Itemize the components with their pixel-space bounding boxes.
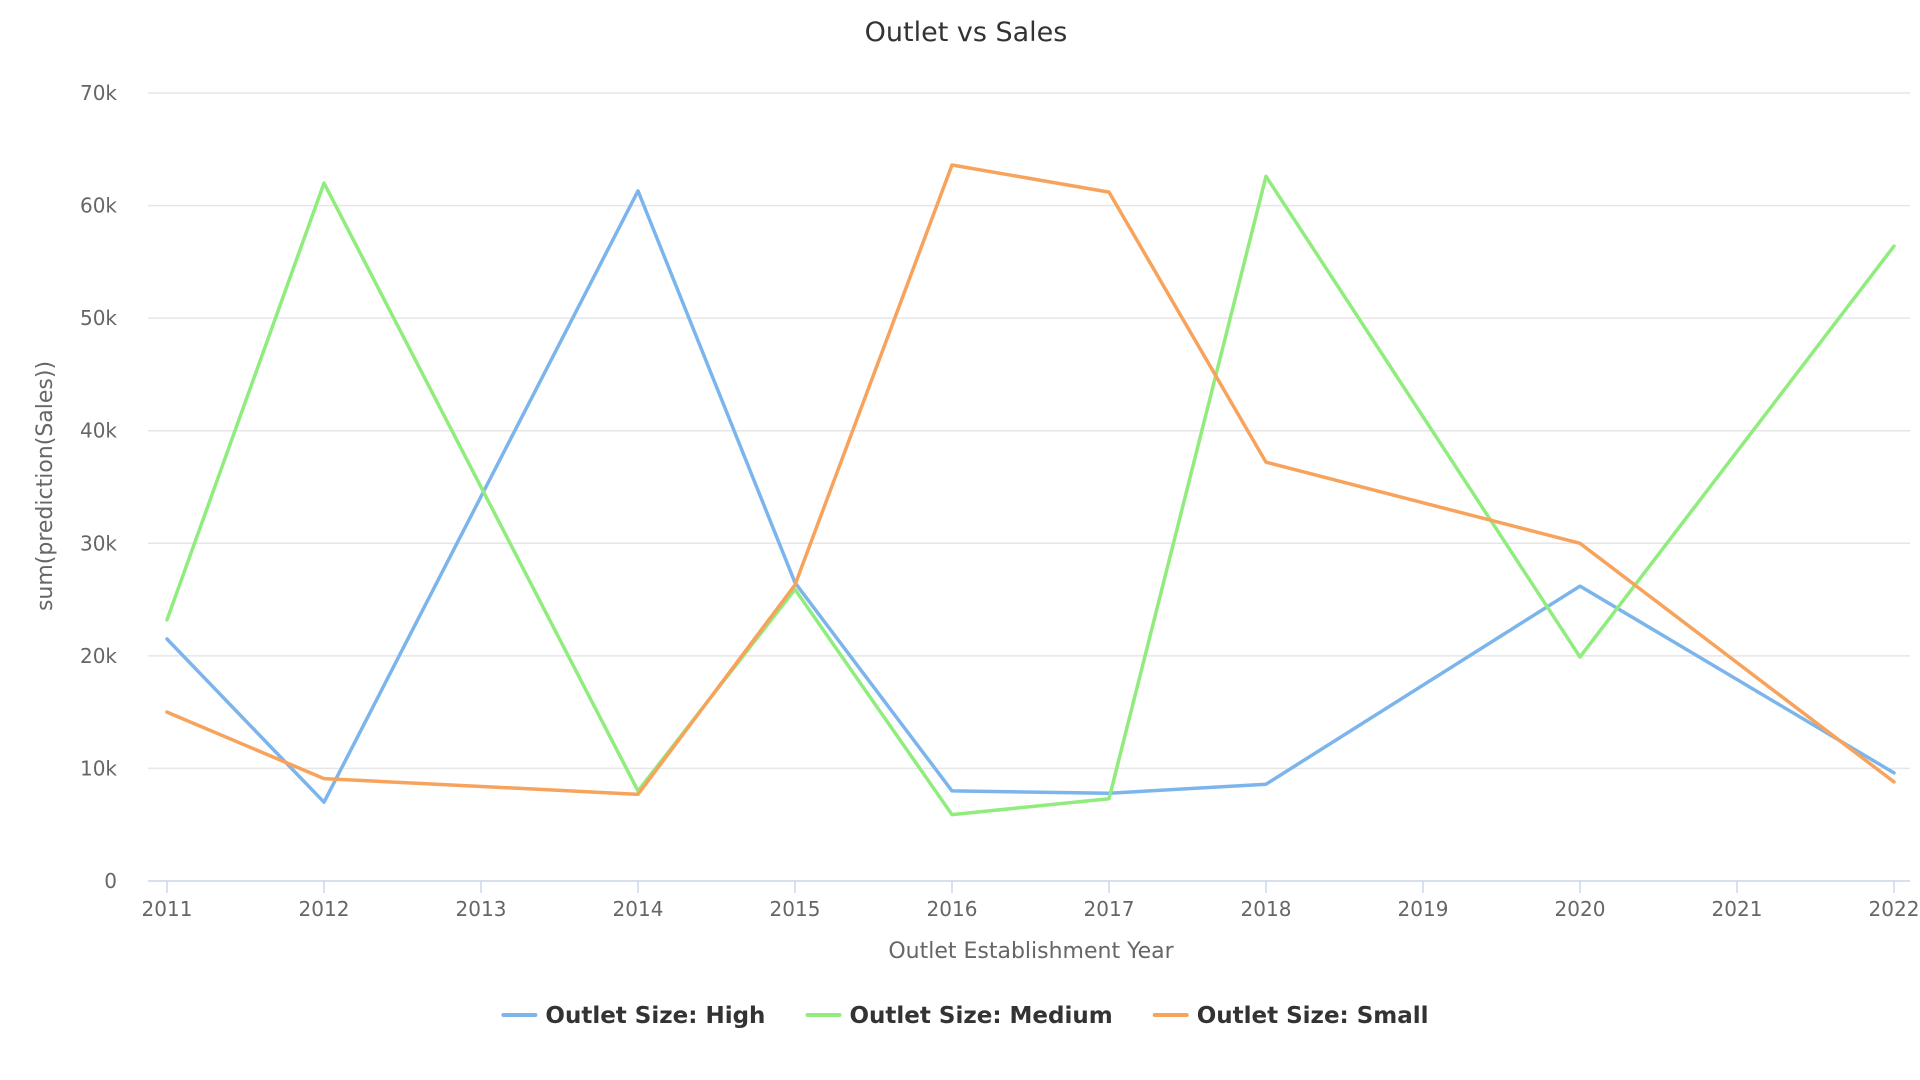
x-tick-label: 2014 [613, 897, 664, 921]
axes: 0 10k 20k 30k 40k 50k 60k 70k 2011 2012 2013 2014 20… [80, 81, 1919, 921]
chart-title: Outlet vs Sales [865, 17, 1068, 48]
legend-item-2[interactable]: Outlet Size: Medium [805, 1003, 1113, 1029]
y-axis-title: sum(prediction(Sales)) [33, 361, 58, 611]
y-tick-label: 50k [80, 306, 117, 330]
legend-item-1[interactable]: Outlet Size: High [501, 1003, 765, 1029]
y-tick-label: 60k [80, 194, 117, 218]
y-tick-label: 30k [80, 531, 117, 555]
legend-label: Outlet Size: High [545, 1003, 765, 1029]
x-tick-label: 2020 [1555, 897, 1606, 921]
x-tick-label: 2018 [1241, 897, 1292, 921]
series-line-2[interactable] [165, 174, 1896, 817]
y-tick-label: 40k [80, 419, 117, 443]
legend-item-3[interactable]: Outlet Size: Small [1152, 1003, 1429, 1029]
y-tick-label: 10k [80, 756, 117, 780]
series-line-1[interactable] [165, 189, 1896, 804]
x-tick-label: 2012 [299, 897, 350, 921]
series-line-3[interactable] [165, 163, 1896, 797]
x-tick-label: 2021 [1712, 897, 1763, 921]
x-tick-label: 2015 [770, 897, 821, 921]
legend-label: Outlet Size: Medium [850, 1003, 1113, 1029]
x-axis-title: Outlet Establishment Year [888, 939, 1174, 964]
legend[interactable]: Outlet Size: High Outlet Size: Medium Outl… [501, 1003, 1429, 1029]
series-lines [165, 163, 1896, 817]
y-tick-label: 20k [80, 644, 117, 668]
x-tick-label: 2011 [142, 897, 193, 921]
x-tick-label: 2019 [1398, 897, 1449, 921]
x-tick-label: 2016 [927, 897, 978, 921]
y-tick-label: 70k [80, 81, 117, 105]
x-tick-label: 2022 [1869, 897, 1920, 921]
y-tick-label: 0 [104, 869, 117, 893]
legend-label: Outlet Size: Small [1197, 1003, 1429, 1029]
x-tick-label: 2017 [1084, 897, 1135, 921]
x-tick-label: 2013 [456, 897, 507, 921]
gridlines [148, 92, 1910, 770]
